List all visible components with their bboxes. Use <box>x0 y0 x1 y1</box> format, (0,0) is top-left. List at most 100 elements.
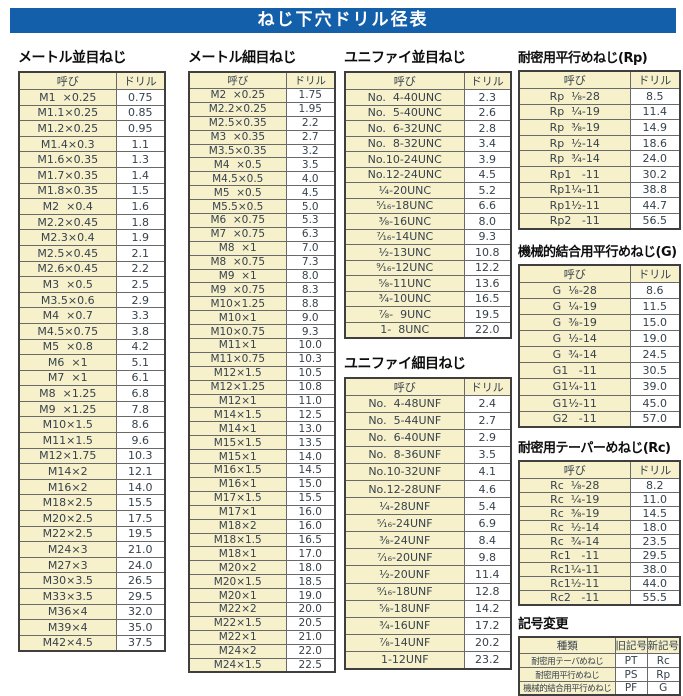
table-row: M10×1 9.0 <box>188 310 336 326</box>
thread-name-cell: M9 ×1.25 <box>18 400 117 418</box>
thread-name-cell: Rc ³⁄₄-14 <box>518 534 631 550</box>
table-row: Rp1¹⁄₄-11 38.8 <box>518 181 681 199</box>
table-row: Rc ¹⁄₈-28 8.2 <box>518 478 681 494</box>
drill-value-cell: 11.0 <box>285 393 336 409</box>
drill-value-cell: 4.2 <box>115 338 166 356</box>
col-header-name: 呼び <box>518 460 631 480</box>
drill-value-cell: 11.4 <box>629 103 681 121</box>
drill-value-cell: PS <box>614 667 648 682</box>
drill-value-cell: 6.1 <box>115 369 166 387</box>
drill-value-cell: 3.2 <box>285 143 336 159</box>
thread-name-cell: No. 5-40UNC <box>344 104 465 121</box>
thread-name-cell: G1¹⁄₄-11 <box>518 378 631 396</box>
table-row: M5 ×0.5 4.5 <box>188 185 336 201</box>
drill-value-cell: 1.6 <box>115 198 166 215</box>
table-row: M1.1×0.25 0.85 <box>18 104 166 122</box>
drill-value-cell: Rp <box>646 667 681 682</box>
section-title-metric-coarse: メートル並目ねじ <box>18 50 127 66</box>
table-row: M2 ×0.25 1.75 <box>188 88 336 103</box>
table-row: M24×1.5 22.5 <box>188 657 336 673</box>
table-row: G ¹⁄₂-14 19.0 <box>518 330 681 348</box>
drill-value-cell: 9.3 <box>285 324 336 340</box>
thread-name-cell: M27×3 <box>18 556 117 574</box>
thread-name-cell: Rp ³⁄₈-19 <box>518 119 631 136</box>
thread-name-cell: M11×1.5 <box>18 432 117 449</box>
drill-value-cell: 15.0 <box>285 476 336 492</box>
table-row: M2.2×0.45 1.8 <box>18 213 166 231</box>
pipe-thread-sections: 耐密用平行めねじ(Rp) 呼び ドリル Rp ¹⁄₈-28 8.5 Rp ¹⁄₄-1… <box>518 44 681 696</box>
thread-name-cell: M36×4 <box>18 603 117 621</box>
thread-name-cell: ⁹⁄₁₆-12UNC <box>344 259 465 276</box>
table-row: M33×3.5 29.5 <box>18 588 166 605</box>
table-row: M18×2 16.0 <box>188 518 336 534</box>
thread-name-cell: M18×1 <box>188 546 287 562</box>
drill-value-cell: 19.5 <box>463 306 512 323</box>
thread-name-cell: M4.5×0.75 <box>18 322 117 340</box>
drill-value-cell: 6.6 <box>463 197 512 214</box>
drill-value-cell: 2.1 <box>115 244 166 262</box>
drill-value-cell: 9.0 <box>285 310 336 326</box>
thread-name-cell: M10×1 <box>188 310 287 326</box>
table-row: M5 ×0.8 4.2 <box>18 338 166 356</box>
thread-name-cell: M20×1 <box>188 588 287 603</box>
drill-value-cell: 2.7 <box>463 411 512 430</box>
table-columns: メートル並目ねじ 呼び ドリル M1 ×0.25 0.75 M1.1×0.25 0.8… <box>18 44 681 696</box>
drill-value-cell: 8.0 <box>463 213 512 230</box>
table-row: M22×1 21.0 <box>188 629 336 645</box>
table-row: ³⁄₈-24UNF 8.4 <box>344 531 512 550</box>
drill-value-cell: 3.5 <box>285 157 336 173</box>
g-table: 呼び ドリル G ¹⁄₈-28 8.6 G ¹⁄₄-19 11.5 G ³⁄₈-19 15… <box>518 263 681 429</box>
table-row: 耐密用テーパめねじ PT Rc <box>518 653 681 669</box>
section-title-g: 機械的結合用平行めねじ(G) <box>518 244 677 260</box>
table-row: M11×0.75 10.3 <box>188 351 336 367</box>
drill-value-cell: 7.8 <box>115 400 166 418</box>
drill-value-cell: 6.8 <box>115 385 166 402</box>
section-title-rc: 耐密用テーパーめねじ(Rc) <box>518 441 671 457</box>
col-header-drill: ドリル <box>629 460 681 480</box>
table-row: M7 ×1 6.1 <box>18 369 166 387</box>
drill-value-cell: G <box>646 680 681 696</box>
table-row: No. 5-40UNC 2.6 <box>344 104 512 121</box>
table-row: M4.5×0.75 3.8 <box>18 322 166 340</box>
thread-name-cell: M2.2×0.45 <box>18 213 117 231</box>
drill-value-cell: 13.5 <box>285 435 336 451</box>
drill-value-cell: 1.9 <box>115 229 166 246</box>
thread-name-cell: G1 -11 <box>518 362 631 380</box>
thread-name-cell: Rp1¹⁄₄-11 <box>518 181 631 199</box>
thread-name-cell: Rp ¹⁄₂-14 <box>518 134 631 152</box>
thread-name-cell: Rc ³⁄₈-19 <box>518 506 631 522</box>
table-row: M11×1 10.0 <box>188 338 336 353</box>
drill-value-cell: 8.0 <box>285 268 336 284</box>
drill-value-cell: 17.5 <box>115 510 166 527</box>
thread-name-cell: 1-12UNF <box>344 650 465 670</box>
table-row: M15×1 14.0 <box>188 449 336 465</box>
thread-name-cell: M6 ×0.75 <box>188 213 287 228</box>
drill-value-cell: 16.5 <box>285 532 336 548</box>
drill-value-cell: 8.6 <box>115 416 166 434</box>
drill-value-cell: 12.8 <box>463 582 512 601</box>
table-row: No. 8-32UNC 3.4 <box>344 135 512 152</box>
drill-value-cell: 38.8 <box>629 181 681 199</box>
thread-name-cell: M2.6×0.45 <box>18 260 117 278</box>
table-row: M20×2 18.0 <box>188 560 336 576</box>
table-row: No. 6-32UNC 2.8 <box>344 120 512 137</box>
col-header-name: 呼び <box>518 264 631 283</box>
header-row: 呼び ドリル <box>344 377 512 396</box>
table-row: M3.5×0.6 2.9 <box>18 291 166 309</box>
col-header-type: 種類 <box>518 636 616 655</box>
table-row: ⁵⁄₁₆-24UNF 6.9 <box>344 514 512 533</box>
drill-value-cell: 13.0 <box>285 421 336 437</box>
drill-value-cell: 23.2 <box>463 650 512 670</box>
table-row: ³⁄₈-16UNC 8.0 <box>344 213 512 230</box>
drill-value-cell: 20.5 <box>285 615 336 631</box>
thread-name-cell: 1- 8UNC <box>344 321 465 338</box>
drill-value-cell: 11.0 <box>629 492 681 508</box>
table-row: ¹⁄₂-20UNF 11.4 <box>344 565 512 584</box>
table-row: No. 4-40UNC 2.3 <box>344 89 512 106</box>
table-row: M27×3 24.0 <box>18 556 166 574</box>
section-title-symbol-change: 記号変更 <box>518 617 569 633</box>
drill-value-cell: 21.0 <box>285 629 336 645</box>
table-row: Rc ³⁄₄-14 23.5 <box>518 534 681 550</box>
table-row: No. 8-36UNF 3.5 <box>344 445 512 464</box>
col-header-name: 呼び <box>344 377 465 396</box>
